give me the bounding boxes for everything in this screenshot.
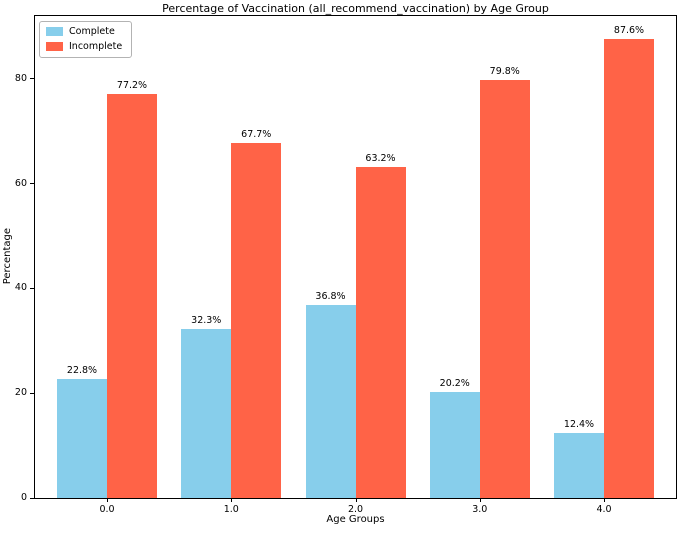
legend: Complete Incomplete bbox=[39, 21, 133, 58]
x-tick bbox=[107, 498, 108, 502]
chart-title: Percentage of Vaccination (all_recommend… bbox=[162, 2, 549, 15]
bar-value-label: 12.4% bbox=[563, 419, 595, 431]
bar-value-label: 36.8% bbox=[315, 291, 346, 303]
bar-complete-4.0: 12.4% bbox=[554, 419, 604, 498]
bar-group-3.0: 20.2% 79.8% bbox=[429, 16, 530, 498]
y-tick-label: 20 bbox=[14, 387, 27, 399]
y-axis-label: Percentage bbox=[1, 227, 13, 285]
y-tick bbox=[30, 287, 34, 289]
bar-value-label: 32.3% bbox=[191, 314, 222, 326]
legend-label: Incomplete bbox=[69, 41, 123, 52]
bar-complete-3.0: 20.2% bbox=[429, 378, 480, 498]
legend-label: Complete bbox=[69, 26, 115, 37]
bar-value-label: 79.8% bbox=[489, 65, 520, 77]
x-tick-label: 2.0 bbox=[347, 504, 364, 515]
bar-value-label: 87.6% bbox=[613, 25, 645, 37]
bar-incomplete-3.0: 79.8% bbox=[479, 66, 530, 498]
x-axis-label: Age Groups bbox=[326, 514, 385, 525]
bar-value-label: 77.2% bbox=[116, 79, 148, 91]
x-tick-label: 0.0 bbox=[99, 504, 115, 515]
y-tick bbox=[30, 78, 34, 80]
bar-group-4.0: 12.4% 87.6% bbox=[554, 16, 654, 498]
y-tick-label: 0 bbox=[20, 492, 27, 503]
x-tick-label: 4.0 bbox=[596, 504, 612, 515]
bar-value-label: 63.2% bbox=[365, 152, 396, 164]
y-tick-label: 60 bbox=[14, 177, 27, 189]
bar-group-0.0: 22.8% 77.2% bbox=[57, 16, 157, 498]
y-tick bbox=[30, 183, 34, 185]
y-tick-label: 80 bbox=[14, 72, 27, 84]
y-tick bbox=[30, 392, 34, 394]
bar-value-label: 20.2% bbox=[439, 378, 470, 390]
legend-entry-complete: Complete bbox=[46, 26, 122, 37]
x-tick bbox=[355, 498, 357, 502]
complete-swatch-icon bbox=[46, 27, 63, 36]
bar-value-label: 22.8% bbox=[66, 364, 98, 376]
legend-entry-incomplete: Incomplete bbox=[46, 41, 122, 52]
bar-incomplete-4.0: 87.6% bbox=[604, 25, 654, 498]
bar-value-label: 67.7% bbox=[241, 129, 272, 141]
incomplete-swatch-icon bbox=[46, 42, 63, 51]
x-tick-label: 3.0 bbox=[472, 504, 488, 515]
bar-group-2.0: 36.8% 63.2% bbox=[305, 16, 406, 498]
bar-incomplete-0.0: 77.2% bbox=[107, 80, 157, 498]
x-tick-label: 1.0 bbox=[223, 504, 239, 515]
bar-complete-2.0: 36.8% bbox=[305, 291, 356, 498]
bar-complete-1.0: 32.3% bbox=[181, 315, 232, 498]
x-tick bbox=[604, 498, 605, 502]
bar-incomplete-1.0: 67.7% bbox=[231, 129, 282, 498]
x-tick bbox=[479, 498, 481, 502]
y-tick bbox=[30, 497, 34, 499]
plot-area: Complete Incomplete 22.8% 77.2% 0.0 32.3% 67… bbox=[15, 15, 677, 515]
bar-complete-0.0: 22.8% bbox=[57, 365, 107, 498]
y-tick-label: 40 bbox=[14, 282, 27, 294]
bar-incomplete-2.0: 63.2% bbox=[355, 153, 406, 498]
bar-group-1.0: 32.3% 67.7% bbox=[181, 16, 282, 498]
x-tick bbox=[231, 498, 233, 502]
